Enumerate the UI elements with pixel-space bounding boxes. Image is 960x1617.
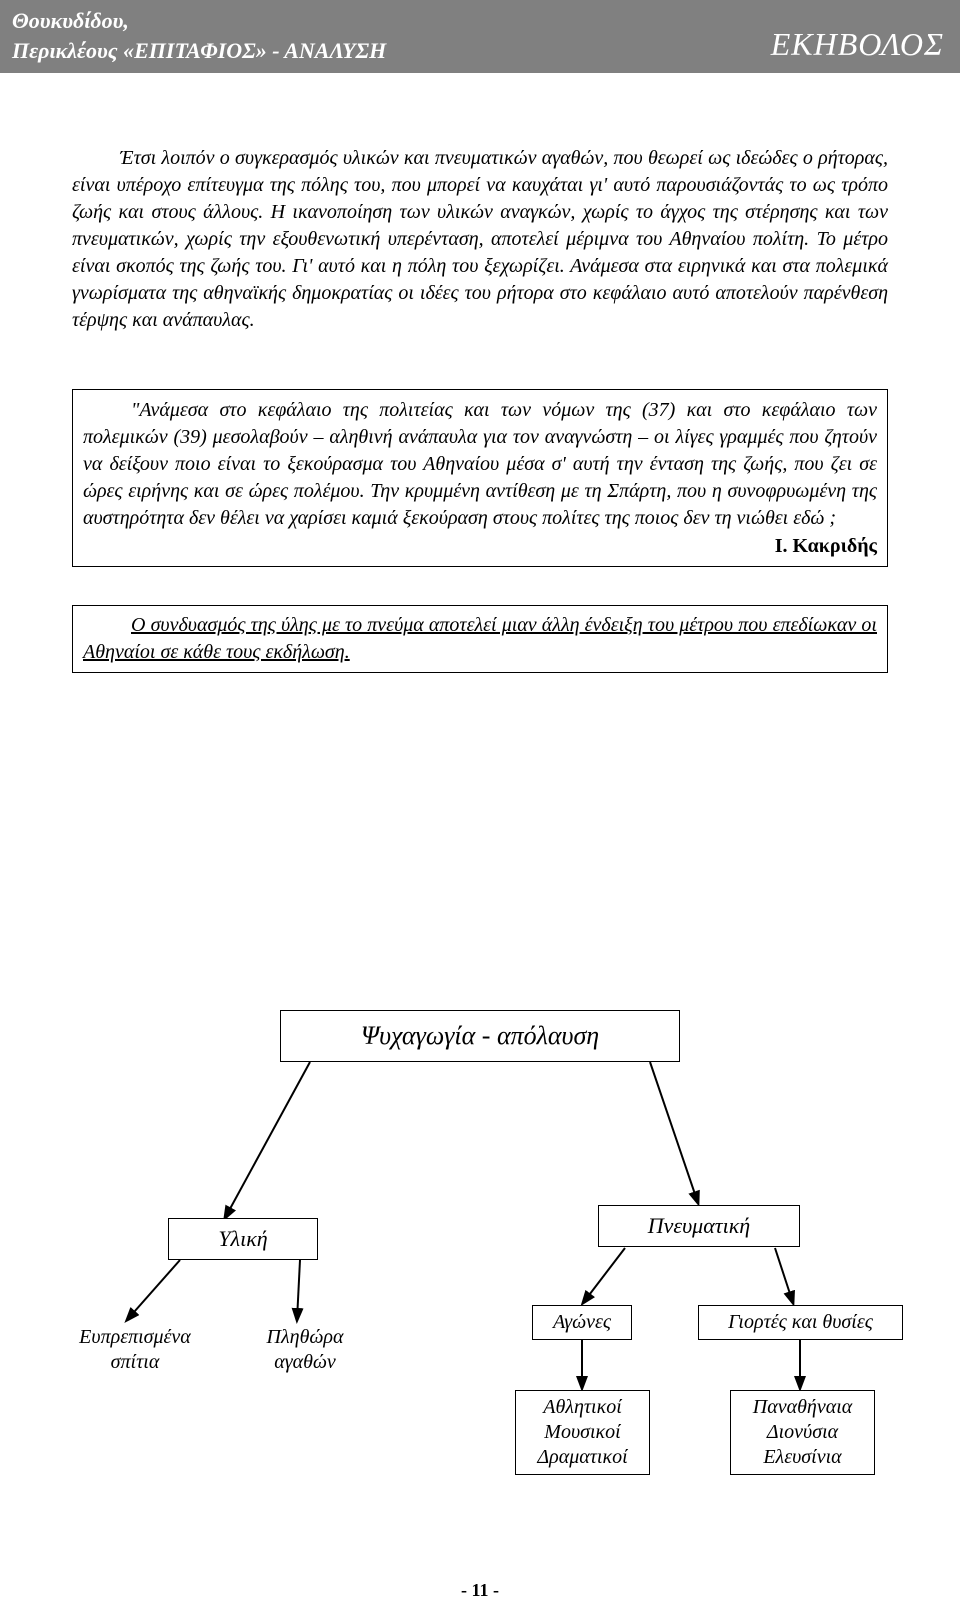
diagram-right-branch: Πνευματική: [598, 1205, 800, 1247]
diagram-root: Ψυχαγωγία - απόλαυση: [280, 1010, 680, 1062]
diagram-right-leaf1: Αθλητικοί Μουσικοί Δραματικοί: [515, 1390, 650, 1475]
page-header: Θουκυδίδου, Περικλέους «ΕΠΙΤΑΦΙΟΣ» - ΑΝΑ…: [0, 0, 960, 73]
diagram-left-branch: Υλική: [168, 1218, 318, 1260]
brand-logo-text: ΕΚΗΒΟΛΟΣ: [771, 26, 948, 65]
quote-text: "Ανάμεσα στο κεφάλαιο της πολιτείας και …: [83, 397, 877, 531]
header-title-group: Θουκυδίδου, Περικλέους «ΕΠΙΤΑΦΙΟΣ» - ΑΝΑ…: [12, 6, 386, 65]
diagram-right-sub1: Αγώνες: [532, 1305, 632, 1340]
diagram-left-leaf1: Ευπρεπισμένα σπίτια: [60, 1325, 210, 1375]
summary-box: Ο συνδυασμός της ύλης με το πνεύμα αποτε…: [72, 605, 888, 673]
main-content: Έτσι λοιπόν ο συγκερασμός υλικών και πνε…: [0, 145, 960, 673]
body-paragraph: Έτσι λοιπόν ο συγκερασμός υλικών και πνε…: [72, 145, 888, 334]
header-line1: Θουκυδίδου,: [12, 6, 386, 36]
quote-attribution: Ι. Κακριδής: [83, 533, 877, 560]
diagram-container: Ψυχαγωγία - απόλαυση Υλική Ευπρεπισμένα …: [0, 1010, 960, 1530]
diagram-right-leaf2: Παναθήναια Διονύσια Ελευσίνια: [730, 1390, 875, 1475]
diagram-left-leaf2: Πληθώρα αγαθών: [245, 1325, 365, 1375]
page-number: - 11 -: [0, 1580, 960, 1601]
page-root: Θουκυδίδου, Περικλέους «ΕΠΙΤΑΦΙΟΣ» - ΑΝΑ…: [0, 0, 960, 1617]
diagram-right-sub2: Γιορτές και θυσίες: [698, 1305, 903, 1340]
quote-box: "Ανάμεσα στο κεφάλαιο της πολιτείας και …: [72, 389, 888, 567]
summary-text: Ο συνδυασμός της ύλης με το πνεύμα αποτε…: [83, 612, 877, 666]
header-line2: Περικλέους «ΕΠΙΤΑΦΙΟΣ» - ΑΝΑΛΥΣΗ: [12, 36, 386, 66]
